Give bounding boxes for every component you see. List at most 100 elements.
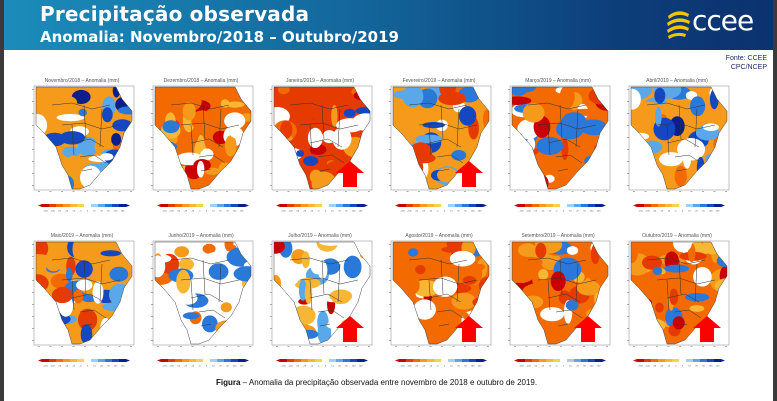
anomaly-blob <box>415 265 426 275</box>
anomaly-blob <box>449 250 476 267</box>
anomaly-blob <box>197 160 205 178</box>
anomaly-blob <box>92 281 104 304</box>
colorbar-swatch <box>112 204 120 207</box>
colorbar-swatch <box>42 359 50 362</box>
colorbar-swatch <box>665 359 673 362</box>
colorbar-tick-label: 10 <box>688 366 691 368</box>
colorbar-tick-label: -150 <box>281 211 286 213</box>
anomaly-blob <box>178 291 198 305</box>
panel-title: Dezembro/2018 – Anomalia (mm) <box>163 78 239 84</box>
colorbar-tick-label: 150 <box>121 211 125 213</box>
lon-tick <box>441 346 443 347</box>
anomaly-blob <box>685 293 710 302</box>
anomaly-blob <box>576 280 601 296</box>
lat-tick <box>270 340 272 341</box>
colorbar-tick-label: 50 <box>345 366 348 368</box>
colorbar-swatch <box>210 204 218 207</box>
state-borders <box>527 257 597 327</box>
lat-tick <box>32 89 34 90</box>
colorbar-tick-label: -100 <box>526 211 531 213</box>
colorbar-tick-label: 150 <box>240 366 244 368</box>
lat-tick <box>389 137 391 138</box>
colorbar-tick-label: -50 <box>177 211 181 213</box>
colorbar-min-arrow <box>395 359 399 362</box>
colorbar-swatch <box>413 204 421 207</box>
colorbar-swatch <box>49 359 57 362</box>
anomaly-map-panel: Fevereiro/2019 – Anomalia (mm) -150 -100 -5… <box>383 78 495 218</box>
anomaly-blob <box>631 242 638 264</box>
lat-tick <box>627 316 629 317</box>
lon-tick <box>487 191 489 192</box>
colorbar-swatch <box>595 359 603 362</box>
lon-tick <box>633 346 635 347</box>
anomaly-blob <box>78 108 87 117</box>
colorbar-tick-label: -25 <box>184 366 188 368</box>
lon-tick <box>333 191 336 192</box>
colorbar-swatch <box>175 204 183 207</box>
caption-label: Figura <box>216 378 241 387</box>
anomaly-blob <box>451 292 477 310</box>
lon-tick <box>214 346 217 347</box>
coastline <box>273 86 371 190</box>
colorbar-tick-label: -5 <box>80 211 83 213</box>
lon-tick <box>322 346 324 347</box>
colorbar-tick-label: -100 <box>288 211 293 213</box>
lat-tick <box>270 125 272 126</box>
lat-tick <box>32 161 34 162</box>
lat-tick <box>508 328 510 329</box>
anomaly-blob <box>318 242 344 246</box>
colorbar-tick-label: 25 <box>695 211 698 213</box>
colorbar-swatch <box>448 359 456 362</box>
colorbar-tick-label: 5 <box>206 366 208 368</box>
panel-title: Junho/2019 – Anomalia (mm) <box>168 233 234 239</box>
anomaly-blob <box>102 107 113 123</box>
anomaly-blob <box>78 308 98 331</box>
colorbar-min-arrow <box>276 359 280 362</box>
colorbar-tick-label: -25 <box>422 211 426 213</box>
anomaly-map: -150 -100 -50 -25 -10 -5 5 10 25 50 100 150 <box>151 85 254 213</box>
lat-tick <box>508 268 510 269</box>
state-borders <box>527 102 597 172</box>
lon-tick <box>276 346 278 347</box>
colorbar-tick-label: 5 <box>444 366 446 368</box>
colorbar-tick-label: -5 <box>318 366 321 368</box>
panel-title: Outubro/2019 – Anomalia (mm) <box>642 233 712 239</box>
lat-tick <box>151 185 153 186</box>
anomaly-map: -150 -100 -50 -25 -10 -5 5 10 25 50 100 150 <box>389 240 492 368</box>
colorbar-swatch <box>455 204 463 207</box>
colorbar-tick-label: 25 <box>338 366 341 368</box>
lat-tick <box>389 292 391 293</box>
colorbar-tick-label: -10 <box>191 211 195 213</box>
anomaly-blob <box>220 302 232 313</box>
lat-tick <box>270 161 272 162</box>
colorbar-swatch <box>308 359 316 362</box>
anomaly-blob <box>407 276 420 294</box>
colorbar-swatch <box>693 204 701 207</box>
colorbar-swatch <box>553 204 561 207</box>
anomaly-blob <box>174 246 190 258</box>
lon-tick <box>191 191 194 192</box>
lat-tick <box>627 149 629 150</box>
colorbar-tick-label: 150 <box>121 366 125 368</box>
lat-tick <box>627 101 629 102</box>
colorbar-tick-label: 25 <box>338 211 341 213</box>
anomaly-blob <box>540 307 565 322</box>
lat-tick <box>627 113 629 114</box>
anomaly-blob <box>205 252 223 266</box>
colorbar-swatch <box>189 204 197 207</box>
lat-tick <box>270 328 272 329</box>
panel-title: Fevereiro/2019 – Anomalia (mm) <box>402 78 476 84</box>
colorbar-max-arrow <box>245 204 249 207</box>
colorbar-tick-label: 50 <box>702 366 705 368</box>
colorbar-tick-label: 25 <box>457 211 460 213</box>
anomaly-blob <box>690 96 706 117</box>
anomaly-blob <box>224 112 246 130</box>
colorbar-swatch <box>546 204 554 207</box>
anomaly-blob <box>277 87 290 95</box>
lon-tick <box>725 346 727 347</box>
anomaly-blob <box>176 269 191 294</box>
colorbar-tick-label: 5 <box>325 366 327 368</box>
anomaly-blob <box>178 258 194 271</box>
colorbar-tick-label: -10 <box>429 366 433 368</box>
colorbar-tick-label: 100 <box>352 366 356 368</box>
